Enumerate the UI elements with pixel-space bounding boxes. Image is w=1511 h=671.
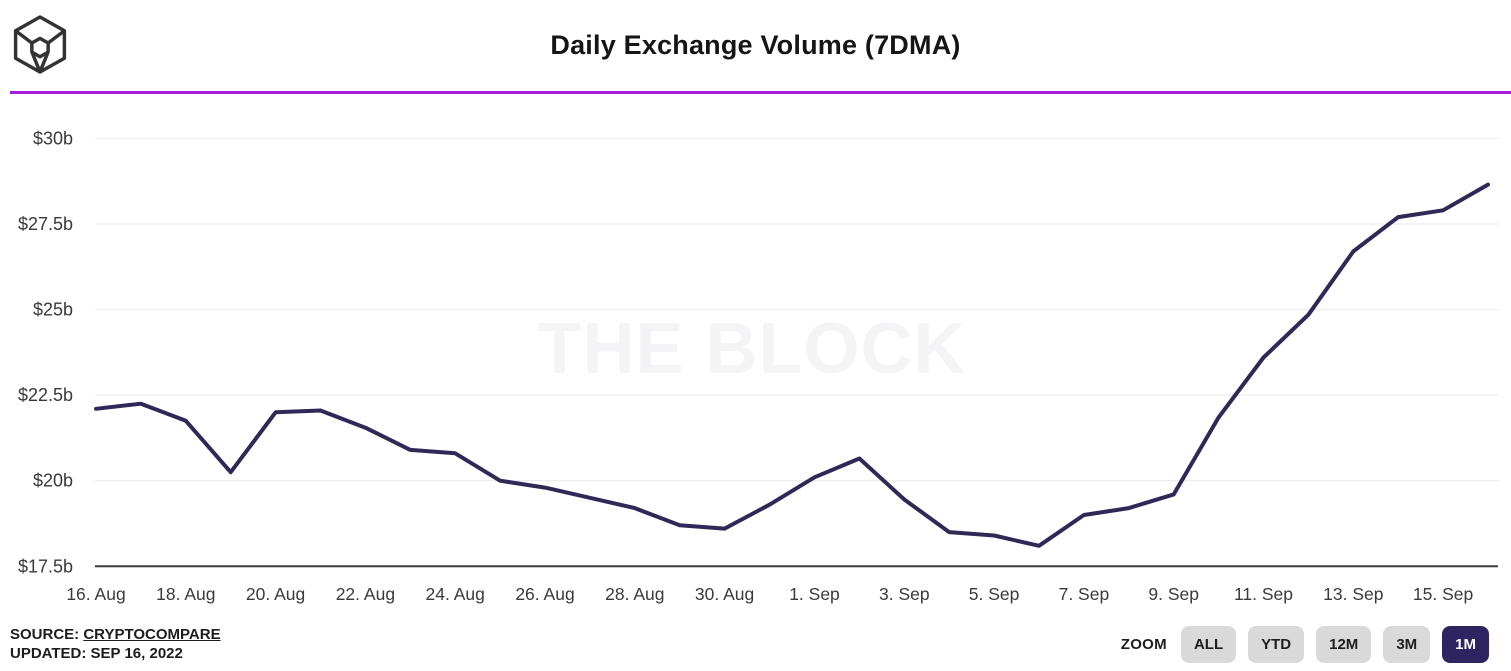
chart-title: Daily Exchange Volume (7DMA)	[550, 30, 961, 60]
x-tick-label: 22. Aug	[336, 584, 395, 604]
x-tick-label: 24. Aug	[426, 584, 485, 604]
the-block-logo-icon	[13, 15, 67, 74]
y-tick-label: $22.5b	[18, 385, 73, 405]
x-tick-label: 30. Aug	[695, 584, 754, 604]
zoom-button-12m[interactable]: 12M	[1316, 626, 1372, 663]
x-tick-label: 18. Aug	[156, 584, 215, 604]
source-line: SOURCE: CRYPTOCOMPARE	[10, 625, 221, 644]
zoom-button-all[interactable]: ALL	[1180, 626, 1237, 663]
y-tick-label: $25b	[33, 300, 73, 320]
zoom-button-ytd[interactable]: YTD	[1248, 626, 1305, 663]
x-tick-label: 9. Sep	[1148, 584, 1199, 604]
zoom-controls: ZOOM ALL YTD 12M 3M 1M	[1121, 626, 1489, 663]
y-tick-label: $20b	[33, 471, 73, 491]
x-tick-label: 1. Sep	[789, 584, 840, 604]
x-tick-label: 13. Sep	[1323, 584, 1383, 604]
x-tick-label: 15. Sep	[1413, 584, 1473, 604]
chart-canvas: THE BLOCK $30b $27.5b $25b $22.5b $20b $17.5b…	[18, 128, 1498, 604]
zoom-button-1m[interactable]: 1M	[1442, 626, 1489, 663]
x-tick-label: 26. Aug	[515, 584, 574, 604]
x-tick-label: 16. Aug	[66, 584, 125, 604]
x-tick-label: 7. Sep	[1059, 584, 1110, 604]
attribution: SOURCE: CRYPTOCOMPARE UPDATED: SEP 16, 2…	[10, 625, 221, 663]
y-tick-label: $27.5b	[18, 214, 73, 234]
updated-line: UPDATED: SEP 16, 2022	[10, 645, 183, 662]
y-tick-label: $30b	[33, 128, 73, 148]
source-label: SOURCE:	[10, 626, 80, 643]
x-tick-label: 3. Sep	[879, 584, 930, 604]
source-link[interactable]: CRYPTOCOMPARE	[83, 626, 221, 643]
x-axis-labels-group: 16. Aug 18. Aug 20. Aug 22. Aug 24. Aug 26. A…	[66, 584, 1473, 604]
x-tick-label: 28. Aug	[605, 584, 664, 604]
x-tick-label: 11. Sep	[1234, 584, 1293, 604]
x-tick-label: 20. Aug	[246, 584, 305, 604]
series-group	[94, 182, 1490, 548]
gridlines-group	[95, 137, 1498, 568]
volume-line	[94, 182, 1490, 548]
x-tick-label: 5. Sep	[969, 584, 1020, 604]
y-axis-labels-group: $30b $27.5b $25b $22.5b $20b $17.5b	[18, 128, 73, 576]
watermark-text: THE BLOCK	[538, 309, 967, 389]
zoom-button-3m[interactable]: 3M	[1383, 626, 1431, 663]
zoom-label: ZOOM	[1120, 636, 1167, 653]
header-divider-line	[10, 91, 1511, 94]
y-tick-label: $17.5b	[18, 556, 73, 576]
